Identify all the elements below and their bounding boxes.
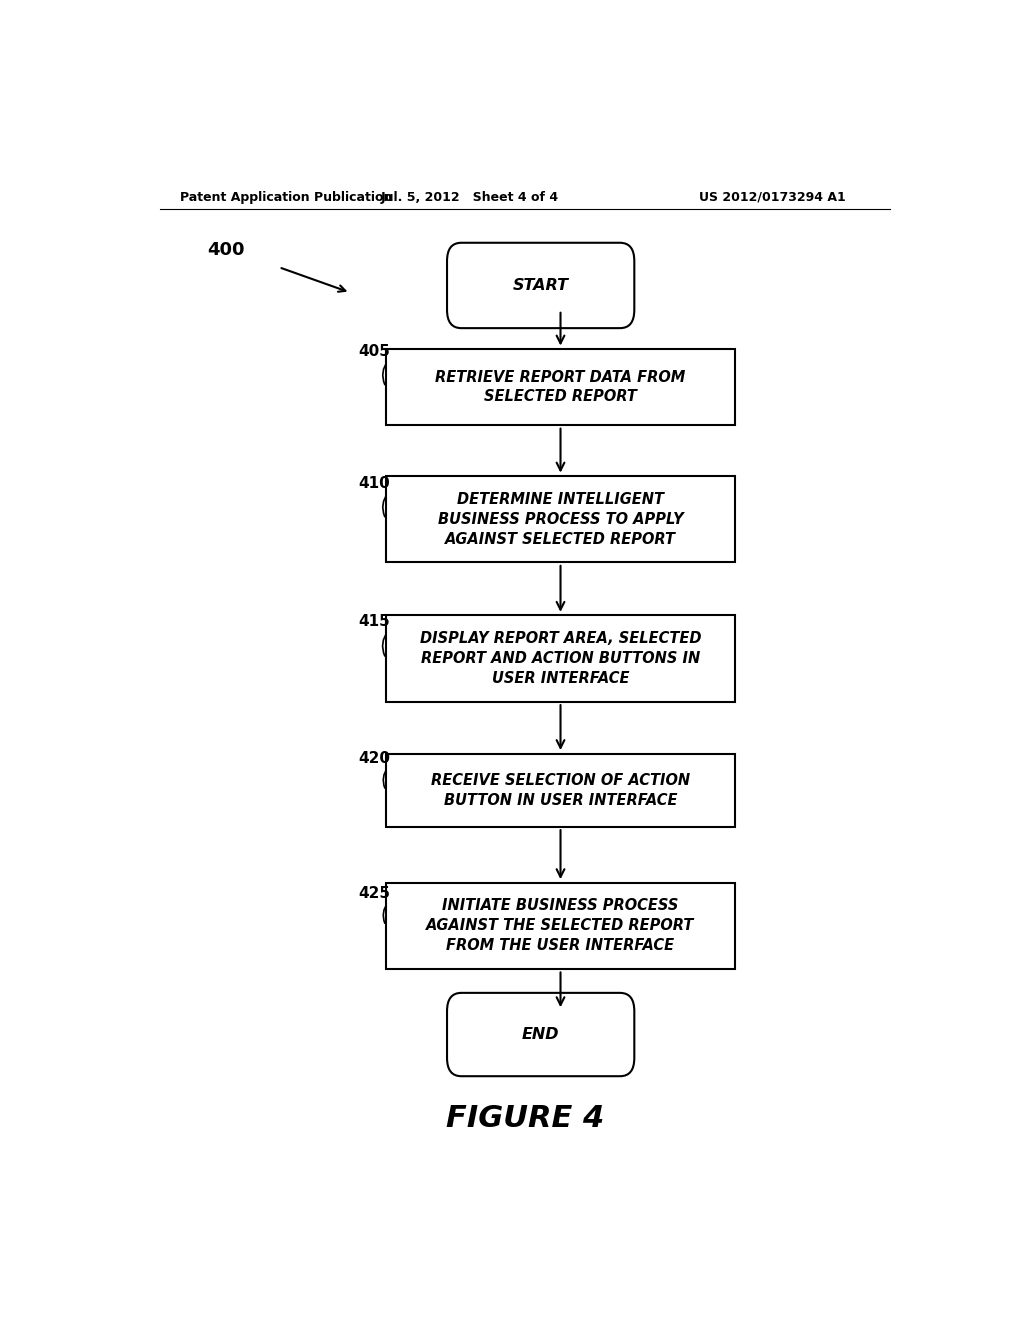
FancyBboxPatch shape — [447, 243, 634, 329]
Text: START: START — [513, 279, 568, 293]
Text: INITIATE BUSINESS PROCESS
AGAINST THE SELECTED REPORT
FROM THE USER INTERFACE: INITIATE BUSINESS PROCESS AGAINST THE SE… — [426, 899, 694, 953]
Text: US 2012/0173294 A1: US 2012/0173294 A1 — [699, 190, 846, 203]
FancyBboxPatch shape — [386, 348, 735, 425]
Text: Patent Application Publication: Patent Application Publication — [179, 190, 392, 203]
Text: 405: 405 — [358, 345, 390, 359]
Text: END: END — [522, 1027, 559, 1041]
Text: Jul. 5, 2012   Sheet 4 of 4: Jul. 5, 2012 Sheet 4 of 4 — [380, 190, 558, 203]
FancyBboxPatch shape — [386, 754, 735, 828]
Text: RECEIVE SELECTION OF ACTION
BUTTON IN USER INTERFACE: RECEIVE SELECTION OF ACTION BUTTON IN US… — [431, 774, 690, 808]
FancyBboxPatch shape — [386, 615, 735, 702]
Text: 425: 425 — [358, 886, 390, 900]
Text: 420: 420 — [358, 751, 390, 766]
Text: DETERMINE INTELLIGENT
BUSINESS PROCESS TO APPLY
AGAINST SELECTED REPORT: DETERMINE INTELLIGENT BUSINESS PROCESS T… — [437, 492, 683, 546]
Text: DISPLAY REPORT AREA, SELECTED
REPORT AND ACTION BUTTONS IN
USER INTERFACE: DISPLAY REPORT AREA, SELECTED REPORT AND… — [420, 631, 701, 686]
Text: 415: 415 — [358, 614, 390, 630]
Text: RETRIEVE REPORT DATA FROM
SELECTED REPORT: RETRIEVE REPORT DATA FROM SELECTED REPOR… — [435, 370, 686, 404]
Text: 400: 400 — [207, 240, 245, 259]
FancyBboxPatch shape — [447, 993, 634, 1076]
Text: 410: 410 — [358, 477, 390, 491]
FancyBboxPatch shape — [386, 883, 735, 969]
FancyBboxPatch shape — [386, 477, 735, 562]
Text: FIGURE 4: FIGURE 4 — [445, 1105, 604, 1134]
